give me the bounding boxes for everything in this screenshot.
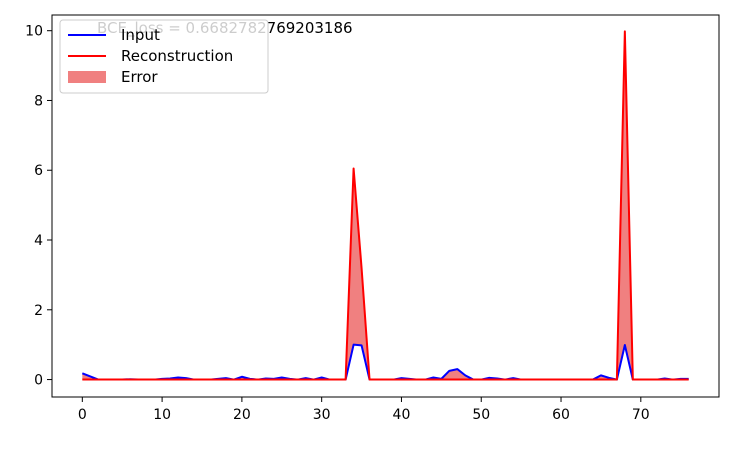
x-tick-label: 70: [632, 407, 650, 423]
reconstruction-series-line: [82, 30, 689, 381]
legend-label-error: Error: [121, 68, 158, 86]
legend-swatch-error: [68, 71, 106, 83]
x-tick-label: 20: [233, 407, 251, 423]
y-tick-label: 0: [34, 373, 43, 389]
y-tick-label: 6: [34, 163, 43, 179]
y-tick-label: 4: [34, 233, 43, 249]
legend-box: [59, 19, 269, 94]
y-tick-label: 8: [34, 93, 43, 109]
legend: Input Reconstruction Error: [59, 19, 269, 94]
x-tick-label: 40: [393, 407, 411, 423]
legend-label-input: Input: [121, 26, 160, 44]
error-fill-area: [82, 31, 689, 380]
axes-frame: [51, 14, 720, 398]
y-tick-label: 2: [34, 303, 43, 319]
x-tick-label: 60: [552, 407, 570, 423]
x-tick-label: 50: [472, 407, 490, 423]
legend-label-reconstruction: Reconstruction: [121, 47, 233, 65]
plot-area: 0 10 20 30 40 50 60 70 0 2 4 6 8 10: [25, 14, 720, 423]
y-tick-label: 10: [25, 24, 43, 40]
x-tick-label: 0: [78, 407, 87, 423]
x-tick-label: 30: [313, 407, 331, 423]
x-tick-label: 10: [153, 407, 171, 423]
